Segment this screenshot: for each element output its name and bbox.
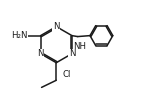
Text: N: N: [53, 22, 59, 31]
Text: N: N: [69, 49, 75, 58]
Text: NH: NH: [74, 42, 86, 51]
Text: N: N: [37, 49, 44, 58]
Text: Cl: Cl: [62, 70, 71, 79]
Text: H₂N: H₂N: [11, 31, 27, 40]
